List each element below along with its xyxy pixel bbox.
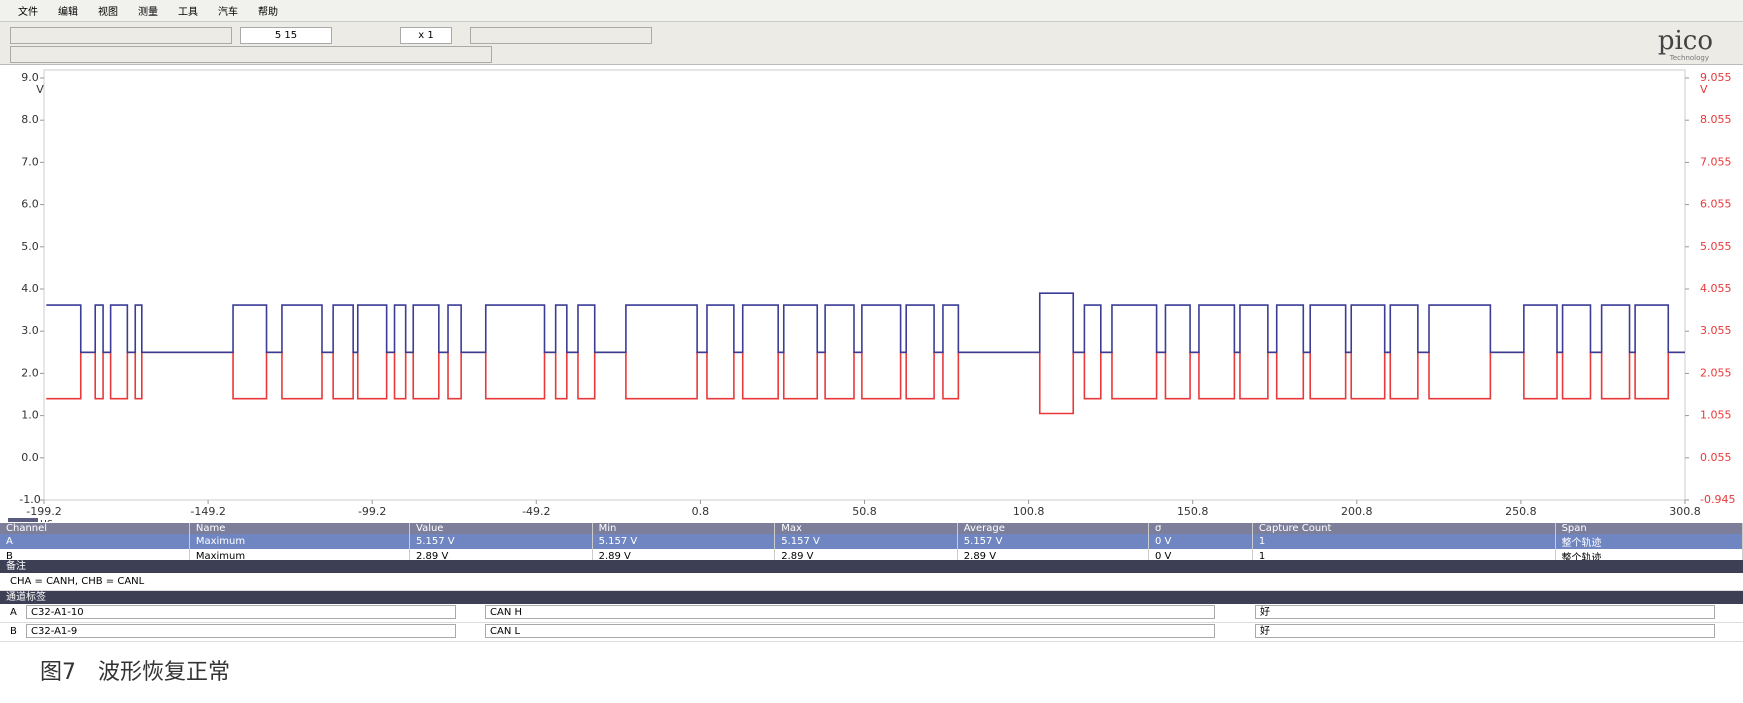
y-tick-label: 5.0 (21, 240, 39, 253)
x-tick-label: 0.8 (692, 505, 710, 518)
channel-row: A C32-A1-10 CAN H 好 (0, 604, 1743, 623)
status-field[interactable]: 好 (1255, 624, 1715, 638)
y-tick-label: 0.0 (21, 451, 39, 464)
table-header: Channel Name Value Min Max Average σ Capture Co… (0, 523, 1743, 534)
channel-labels-title: 通道标签 (0, 591, 1743, 604)
x-tick-label: 150.8 (1177, 505, 1209, 518)
logo-sub: Technology (1669, 54, 1709, 62)
cell: 5.157 V (592, 534, 776, 549)
cell: A (0, 534, 190, 549)
y2-tick-label: 5.055 (1700, 240, 1732, 253)
menu-item[interactable]: 文件 (18, 7, 38, 18)
y2-tick-label: 4.055 (1700, 282, 1732, 295)
x-tick-label: -49.2 (522, 505, 550, 518)
header-cell: Capture Count (1252, 523, 1556, 534)
y2-tick-label: 7.055 (1700, 155, 1732, 168)
menu-item[interactable]: 视图 (98, 7, 118, 18)
y2-tick-label: 2.055 (1700, 366, 1732, 379)
y-tick-label: 9.0 (21, 71, 39, 84)
menu-item[interactable]: 测量 (138, 7, 158, 18)
header-cell: Max (774, 523, 958, 534)
tool-buttons[interactable] (470, 27, 652, 44)
timebase-box[interactable]: 5 15 (240, 27, 332, 44)
menu-item[interactable]: 工具 (178, 7, 198, 18)
header-cell: Min (592, 523, 776, 534)
cell: 5.157 V (774, 534, 958, 549)
y-tick-label: 6.0 (21, 198, 39, 211)
x-tick-label: -199.2 (26, 505, 61, 518)
x-tick-label: 250.8 (1505, 505, 1537, 518)
cell: Maximum (189, 534, 411, 549)
figure-caption: 图7 波形恢复正常 (40, 660, 230, 685)
label-field[interactable]: C32-A1-9 (26, 624, 456, 638)
x-tick-label: 300.8 (1669, 505, 1701, 518)
header-cell: Name (189, 523, 411, 534)
x-tick-label: 200.8 (1341, 505, 1373, 518)
y2-tick-label: 1.055 (1700, 409, 1732, 422)
y2-tick-label: 0.055 (1700, 451, 1732, 464)
chart: -1.0 0.0 1.0 2.0 3.0 4.0 5.0 6.0 7.0 8.0 9.0 -0.945… (8, 69, 1735, 522)
tool-buttons[interactable] (10, 27, 232, 44)
notes-panel: 备注 CHA = CANH, CHB = CANL (0, 560, 1743, 591)
cell: 5.157 V (957, 534, 1149, 549)
channel-letter: A (10, 607, 17, 618)
y2-tick-label: 6.055 (1700, 198, 1732, 211)
y-tick-label: 3.0 (21, 324, 39, 337)
x-tick-label: 50.8 (852, 505, 877, 518)
channel-letter: B (10, 626, 17, 637)
menu-bar: 文件 编辑 视图 测量 工具 汽车 帮助 (0, 0, 1743, 22)
y-axis-unit: V (36, 83, 44, 96)
zoom-box[interactable]: x 1 (400, 27, 452, 44)
menu-item[interactable]: 编辑 (58, 7, 78, 18)
y-tick-label: 8.0 (21, 113, 39, 126)
x-axis-unit: µs (40, 516, 53, 522)
y-tick-label: 1.0 (21, 409, 39, 422)
cell: 1 (1252, 534, 1556, 549)
header-cell: Span (1555, 523, 1743, 534)
waveform (46, 292, 1685, 354)
toolbar: 5 15 x 1 pico Technology (0, 22, 1743, 65)
y2-tick-label: 9.055 (1700, 71, 1732, 84)
probe-field[interactable]: CAN L (485, 624, 1215, 638)
label-field[interactable]: C32-A1-10 (26, 605, 456, 619)
unit-bar (8, 518, 38, 522)
y2-axis-unit: V (1700, 83, 1708, 96)
menu-item[interactable]: 汽车 (218, 7, 238, 18)
y-tick-label: -1.0 (19, 493, 40, 506)
status-field[interactable]: 好 (1255, 605, 1715, 619)
x-tick-label: -99.2 (358, 505, 386, 518)
notes-text[interactable]: CHA = CANH, CHB = CANL (0, 573, 1743, 591)
notes-title: 备注 (0, 560, 1743, 573)
plot-area (43, 69, 1686, 501)
channel-labels-panel: 通道标签 A C32-A1-10 CAN H 好 B C32-A1-9 CAN L 好 (0, 591, 1743, 642)
cell: 整个轨迹 (1555, 534, 1743, 549)
cell: 5.157 V (409, 534, 593, 549)
header-cell: σ (1148, 523, 1253, 534)
menu-item[interactable]: 帮助 (258, 7, 278, 18)
y2-tick-label: 3.055 (1700, 324, 1732, 337)
cell: 0 V (1148, 534, 1253, 549)
y-tick-label: 2.0 (21, 366, 39, 379)
logo: pico (1657, 26, 1713, 56)
y-tick-label: 7.0 (21, 155, 39, 168)
y2-tick-label: -0.945 (1700, 493, 1735, 506)
header-cell: Value (409, 523, 593, 534)
header-cell: Average (957, 523, 1149, 534)
x-tick-label: -149.2 (190, 505, 225, 518)
x-tick-label: 100.8 (1013, 505, 1045, 518)
measurements-table: Channel Name Value Min Max Average σ Capture Co… (0, 523, 1743, 564)
header-cell: Channel (0, 523, 190, 534)
channel-buttons[interactable] (10, 46, 492, 63)
y-tick-label: 4.0 (21, 282, 39, 295)
probe-field[interactable]: CAN H (485, 605, 1215, 619)
y2-tick-label: 8.055 (1700, 113, 1732, 126)
channel-row: B C32-A1-9 CAN L 好 (0, 623, 1743, 642)
